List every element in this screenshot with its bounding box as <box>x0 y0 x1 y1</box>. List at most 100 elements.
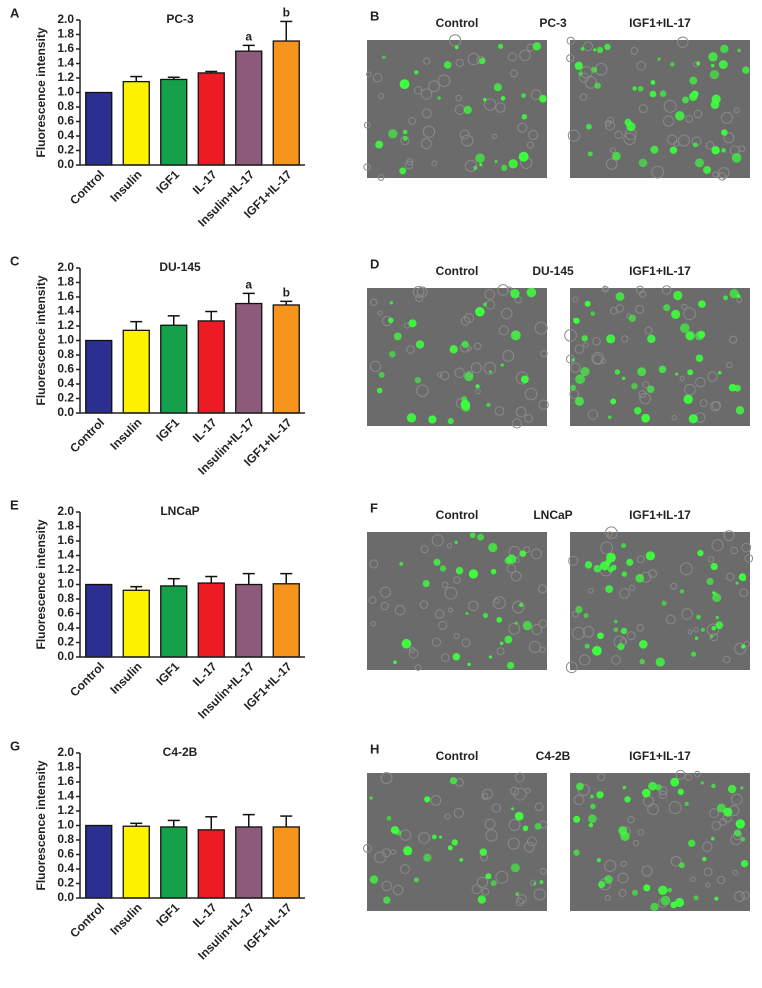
fluorescent-cell <box>510 289 520 299</box>
bar <box>85 339 113 414</box>
cell-outline <box>651 165 665 179</box>
cell-outline <box>515 406 527 418</box>
cell-outline <box>453 633 460 640</box>
bar <box>272 304 300 414</box>
fluorescent-cell <box>500 96 506 101</box>
y-tick-label: 0.4 <box>57 861 74 875</box>
cell-outline <box>419 600 429 610</box>
fluorescent-cell <box>449 777 458 785</box>
fluorescent-cell <box>723 295 729 301</box>
cell-outline <box>511 418 522 429</box>
cell-outline <box>609 147 616 154</box>
cell-outline <box>464 159 478 172</box>
chart-title: DU-145 <box>159 260 201 274</box>
fluorescent-cell <box>669 146 678 154</box>
y-tick-label: 0.0 <box>57 405 74 419</box>
cell-outline <box>681 608 693 620</box>
fluorescent-cell <box>721 148 726 153</box>
cell-outline <box>422 125 436 138</box>
bar <box>122 825 150 899</box>
fluorescent-cell <box>697 330 706 339</box>
cell-outline <box>494 406 505 416</box>
cell-outline <box>741 891 750 900</box>
fluorescent-cell <box>738 573 747 581</box>
x-tick-label: Control <box>67 900 107 940</box>
cell-outline <box>638 104 648 114</box>
y-axis-label: Fluorescence intensity <box>34 275 48 405</box>
cell-outline <box>699 399 708 408</box>
fluorescent-cell <box>539 880 544 884</box>
cell-outline <box>431 160 438 167</box>
cell-outline <box>508 818 521 831</box>
fluorescent-cell <box>583 613 589 619</box>
cell-outline <box>431 534 444 547</box>
fluorescent-cell <box>631 382 638 390</box>
cell-outline <box>506 563 517 574</box>
cell-outline <box>526 836 537 847</box>
fluorescent-cell <box>717 370 722 375</box>
bar <box>197 829 225 899</box>
cell-outline <box>404 160 414 170</box>
fluorescent-cell <box>740 786 744 790</box>
y-tick-label: 1.6 <box>57 41 74 55</box>
y-tick-label: 0.2 <box>57 876 74 890</box>
cell-outline <box>690 876 696 883</box>
y-tick-label: 0.6 <box>57 606 74 620</box>
cell-outline <box>620 335 629 343</box>
cell-outline <box>574 344 585 354</box>
fluorescent-cell <box>479 57 486 65</box>
cell-outline <box>514 772 525 783</box>
fluorescent-cell <box>593 48 597 52</box>
bar <box>160 826 188 899</box>
cell-outline <box>564 329 577 342</box>
fluorescent-cell <box>488 370 492 374</box>
fluorescent-cell <box>402 135 408 141</box>
bar <box>160 324 188 414</box>
cell-outline <box>483 98 497 111</box>
cell-outline <box>491 803 501 813</box>
fluorescent-cell <box>741 644 746 649</box>
cell-outline <box>406 345 415 354</box>
fluorescent-cell <box>650 902 659 912</box>
cell-outline <box>723 132 735 144</box>
x-tick-label: Insulin <box>107 415 144 452</box>
fluorescent-cell <box>375 140 384 149</box>
micrograph <box>367 40 547 178</box>
image-panel: F LNCaP Control IGF1+IL-17 <box>367 500 754 674</box>
cell-outline <box>605 158 618 170</box>
x-tick-label: IL-17 <box>190 415 220 445</box>
cell-outline <box>617 872 629 884</box>
y-tick-label: 0.4 <box>57 620 74 634</box>
fluorescent-cell <box>479 848 488 856</box>
y-tick-label: 0.8 <box>57 832 74 846</box>
bar <box>197 320 225 414</box>
fluorescent-cell <box>504 635 513 644</box>
fluorescent-cell <box>711 783 716 789</box>
cell-outline <box>524 414 533 423</box>
y-tick-label: 2.0 <box>57 745 74 759</box>
fluorescent-cell <box>388 317 394 324</box>
fluorescent-cell <box>482 302 488 307</box>
cell-outline <box>523 546 531 554</box>
cell-outline <box>470 362 482 374</box>
cell-outline <box>603 286 609 292</box>
cell-outline <box>394 604 406 616</box>
cell-outline <box>568 555 579 566</box>
cell-outline <box>485 829 498 842</box>
fluorescent-cell <box>731 152 742 163</box>
cell-outline <box>636 623 645 632</box>
cell-outline <box>620 860 627 867</box>
fluorescent-cell <box>596 791 604 799</box>
fluorescent-cell <box>581 335 588 342</box>
fluorescent-cell <box>646 385 655 393</box>
fluorescent-cell <box>734 829 742 837</box>
cell-outline <box>412 286 425 298</box>
fluorescent-cell <box>402 129 408 135</box>
cell-outline <box>491 133 498 140</box>
fluorescent-cell <box>408 319 417 328</box>
fluorescent-cell <box>638 158 648 168</box>
fluorescent-cell <box>499 641 504 646</box>
y-tick-label: 1.0 <box>57 333 74 347</box>
fluorescent-cell <box>518 151 529 162</box>
cell-outline <box>695 377 706 388</box>
